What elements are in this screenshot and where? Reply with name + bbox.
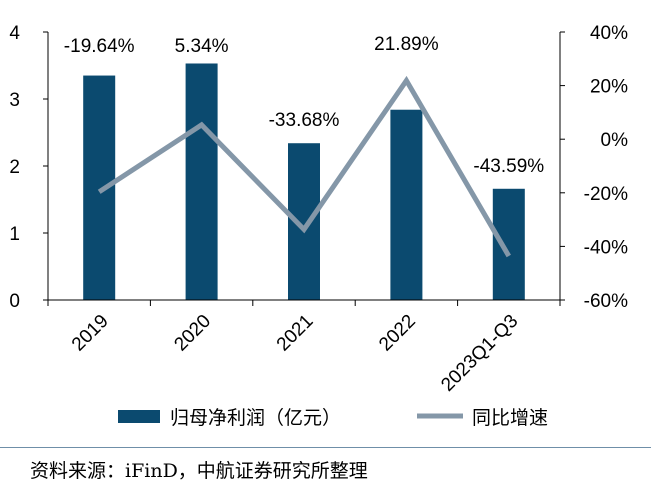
- bar-2020: [185, 63, 218, 300]
- right-tick-label: -40%: [584, 237, 628, 258]
- bar-series: [83, 63, 525, 300]
- data-label-2020: 5.34%: [175, 36, 229, 57]
- x-tick-label: 2023Q1-Q3: [437, 311, 522, 396]
- right-tick-label: 0%: [601, 130, 629, 151]
- data-label-2023Q1-Q3: -43.59%: [473, 156, 544, 177]
- x-tick-label: 2022: [375, 311, 420, 356]
- left-tick-label: 3: [9, 90, 20, 111]
- legend: 归母净利润（亿元） 同比增速: [118, 407, 548, 429]
- data-label-2021: -33.68%: [269, 110, 340, 131]
- divider-line: [0, 447, 651, 448]
- right-tick-label: 40%: [590, 23, 628, 44]
- x-tick-label: 2020: [170, 311, 215, 356]
- legend-label-line: 同比增速: [472, 407, 548, 429]
- bar-2023Q1-Q3: [492, 188, 525, 300]
- data-labels: -19.64% 5.34% -33.68% 21.89% -43.59%: [64, 34, 544, 177]
- left-tick-label: 2: [9, 157, 20, 178]
- legend-label-bar: 归母净利润（亿元）: [170, 407, 341, 429]
- bar-2021: [288, 143, 320, 300]
- chart: 0 1 2 3 4 -60% -40% -20% 0% 20% 40% 2019 2020 2021 202…: [9, 23, 629, 429]
- bar-2022: [390, 109, 423, 300]
- left-tick-label: 4: [9, 23, 20, 44]
- data-label-2019: -19.64%: [64, 36, 135, 57]
- line-series: [97, 75, 511, 258]
- right-tick-label: -60%: [584, 291, 628, 312]
- left-tick-label: 0: [9, 291, 20, 312]
- right-tick-label: -20%: [584, 184, 628, 205]
- right-tick-label: 20%: [590, 77, 628, 98]
- data-label-2022: 21.89%: [374, 34, 439, 55]
- bar-2019: [83, 75, 116, 300]
- legend-swatch-bar: [118, 410, 160, 423]
- x-tick-label: 2019: [68, 311, 113, 356]
- x-tick-label: 2021: [273, 311, 318, 356]
- source-note: 资料来源：iFinD，中航证券研究所整理: [30, 460, 368, 482]
- left-tick-label: 1: [9, 224, 20, 245]
